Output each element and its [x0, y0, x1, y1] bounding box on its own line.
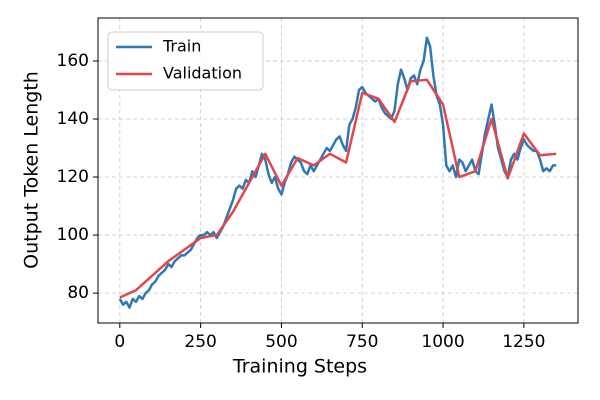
line-series [119, 78, 557, 299]
y-axis-label: Output Token Length [21, 71, 43, 269]
y-tick-label: 140 [57, 109, 89, 129]
x-tick-label: 0 [114, 332, 125, 352]
x-tick-label: 1000 [421, 332, 464, 352]
y-tick-label: 160 [57, 51, 89, 71]
legend-label: Validation [163, 64, 242, 83]
x-tick-label: 500 [265, 332, 297, 352]
y-tick-label: 80 [67, 283, 89, 303]
x-tick-label: 750 [346, 332, 378, 352]
legend-label: Train [162, 37, 201, 56]
y-tick-label: 120 [57, 167, 89, 187]
plot-frame [97, 17, 579, 324]
x-tick-label: 1250 [502, 332, 545, 352]
x-axis-label: Training Steps [232, 356, 367, 378]
y-tick-label: 100 [57, 225, 89, 245]
x-tick-label: 250 [184, 332, 216, 352]
